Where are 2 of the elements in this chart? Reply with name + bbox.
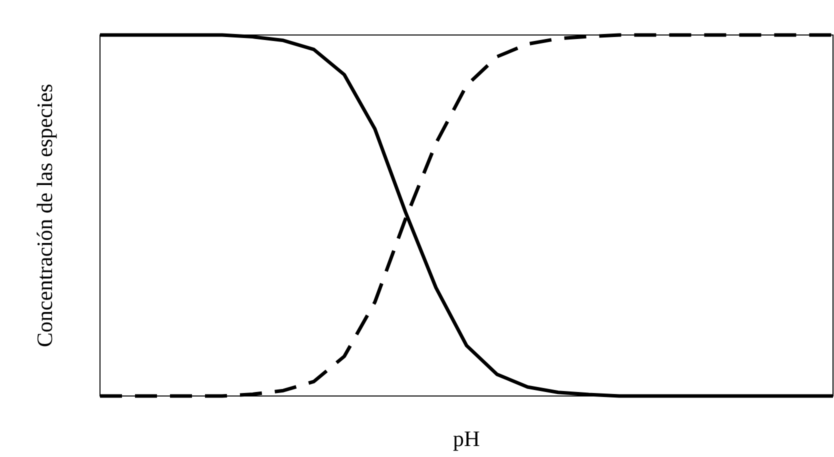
y-axis-title: Concentración de las especies bbox=[32, 84, 57, 348]
x-axis-title: pH bbox=[453, 426, 480, 451]
